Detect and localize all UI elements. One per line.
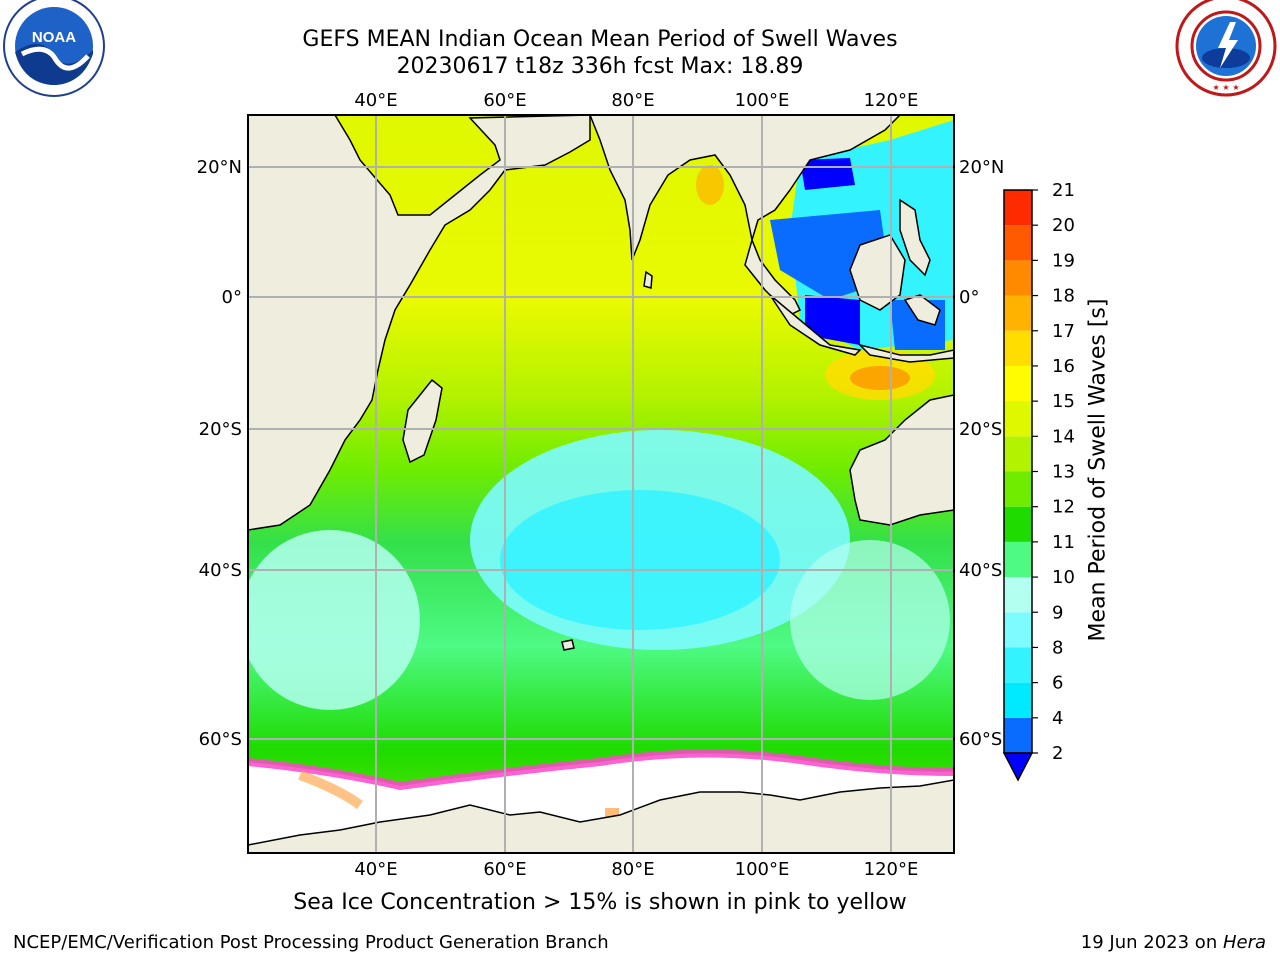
- peak-period-java: [850, 366, 910, 390]
- land-sri-lanka: [643, 270, 653, 289]
- colorbar-segment: [1004, 506, 1032, 542]
- colorbar-tick-label: 10: [1052, 567, 1075, 588]
- lat-ticks-right: 20°N 0° 20°S 40°S 60°S: [959, 157, 1004, 750]
- lon-tick: 40°E: [354, 859, 397, 880]
- lat-tick: 20°S: [959, 419, 1002, 440]
- land-masses: [248, 115, 954, 853]
- lat-tick: 20°S: [199, 419, 242, 440]
- colorbar-segment: [1004, 541, 1032, 578]
- colorbar-segment: [1004, 717, 1032, 753]
- colorbar-title: Mean Period of Swell Waves [s]: [1085, 298, 1111, 642]
- lon-ticks-bottom: 40°E 60°E 80°E 100°E 120°E: [354, 859, 918, 880]
- lon-tick: 100°E: [735, 859, 790, 880]
- land-philippines: [899, 198, 931, 277]
- map-plot-area: [248, 115, 954, 853]
- colorbar-segment: [1004, 330, 1032, 366]
- colorbar-segment: [1004, 190, 1032, 226]
- noaa-logo: NOAA: [3, 0, 105, 97]
- lat-tick: 20°N: [959, 157, 1004, 178]
- colorbar-tick-label: 18: [1052, 286, 1075, 307]
- lon-ticks-top: 40°E 60°E 80°E 100°E 120°E: [354, 90, 918, 111]
- high-period-bob: [696, 165, 724, 205]
- colorbar: 2 4 6 8 9 10 11 12 13 14 15 16 17 18 19 20 21: [1002, 180, 1075, 782]
- sea-ice-caption: Sea Ice Concentration > 15% is shown in …: [293, 890, 907, 915]
- colorbar-segment: [1004, 295, 1032, 331]
- lat-tick: 40°S: [199, 560, 242, 581]
- colorbar-tick-label: 6: [1052, 673, 1063, 694]
- land-antarctica: [248, 779, 954, 853]
- colorbar-tick-label: 21: [1052, 180, 1075, 201]
- lat-tick: 0°: [959, 287, 979, 308]
- footer-date: 19 Jun 2023 on Hera: [1081, 932, 1266, 953]
- lat-tick: 20°N: [197, 157, 242, 178]
- lon-tick: 60°E: [483, 90, 526, 111]
- footer-date-text: 19 Jun 2023 on: [1080, 932, 1223, 953]
- colorbar-segment: [1004, 225, 1032, 261]
- sea-ice-edge: [248, 749, 954, 791]
- colorbar-tick-label: 14: [1052, 426, 1075, 447]
- footer-credit: NCEP/EMC/Verification Post Processing Pr…: [13, 932, 609, 953]
- graticule: [248, 115, 954, 853]
- java-sea-low: [805, 295, 860, 345]
- colorbar-segment: [1004, 471, 1032, 507]
- colorbar-under-arrow: [1002, 752, 1034, 782]
- lat-tick: 60°S: [199, 729, 242, 750]
- colorbar-segment: [1004, 612, 1032, 648]
- lon-tick: 120°E: [864, 90, 919, 111]
- lon-tick: 80°E: [611, 90, 654, 111]
- low-period-se: [790, 540, 950, 700]
- lon-tick: 60°E: [483, 859, 526, 880]
- lat-tick: 40°S: [959, 560, 1002, 581]
- colorbar-tick-label: 19: [1052, 250, 1075, 271]
- land-java: [857, 343, 954, 363]
- colorbar-segment: [1004, 577, 1032, 613]
- lat-tick: 60°S: [959, 729, 1002, 750]
- noaa-logo-text: NOAA: [32, 29, 76, 46]
- land-australia: [849, 394, 954, 526]
- colorbar-tick-label: 16: [1052, 356, 1075, 377]
- colorbar-tick-label: 13: [1052, 462, 1075, 483]
- colorbar-tick-label: 11: [1052, 532, 1075, 553]
- colorbar-tick-label: 17: [1052, 321, 1075, 342]
- low-period-sw: [248, 530, 420, 710]
- land-kerguelen: [561, 639, 575, 651]
- land-india: [589, 115, 902, 261]
- lat-ticks-left: 20°N 0° 20°S 40°S 60°S: [197, 157, 242, 750]
- colorbar-tick-label: 15: [1052, 391, 1075, 412]
- land-sumatra: [769, 294, 862, 356]
- footer-host: Hera: [1222, 932, 1266, 953]
- colorbar-segment: [1004, 436, 1032, 472]
- colorbar-tick-label: 2: [1052, 743, 1063, 764]
- colorbar-tick-label: 20: [1052, 215, 1075, 236]
- colorbar-tick-label: 12: [1052, 497, 1075, 518]
- colorbar-tick-label: 9: [1052, 602, 1063, 623]
- colorbar-tick-label: 4: [1052, 708, 1063, 729]
- lon-tick: 120°E: [864, 859, 919, 880]
- lon-tick: 40°E: [354, 90, 397, 111]
- colorbar-segment: [1004, 682, 1032, 718]
- colorbar-segment: [1004, 401, 1032, 437]
- map-subtitle: 20230617 t18z 336h fcst Max: 18.89: [396, 54, 804, 79]
- nws-logo-text: ★ ★ ★: [1212, 83, 1239, 92]
- map-title: GEFS MEAN Indian Ocean Mean Period of Sw…: [302, 27, 898, 52]
- lon-tick: 80°E: [611, 859, 654, 880]
- low-period-core: [500, 490, 780, 630]
- lon-tick: 100°E: [735, 90, 790, 111]
- colorbar-segment: [1004, 365, 1032, 402]
- lat-tick: 0°: [222, 287, 242, 308]
- land-madagascar: [402, 378, 443, 464]
- map-frame: [247, 114, 955, 854]
- colorbar-tick-label: 8: [1052, 637, 1063, 658]
- land-sulawesi: [903, 294, 941, 326]
- colorbar-segment: [1004, 647, 1032, 683]
- nws-logo: ★ ★ ★: [1175, 0, 1277, 97]
- colorbar-segment: [1004, 260, 1032, 296]
